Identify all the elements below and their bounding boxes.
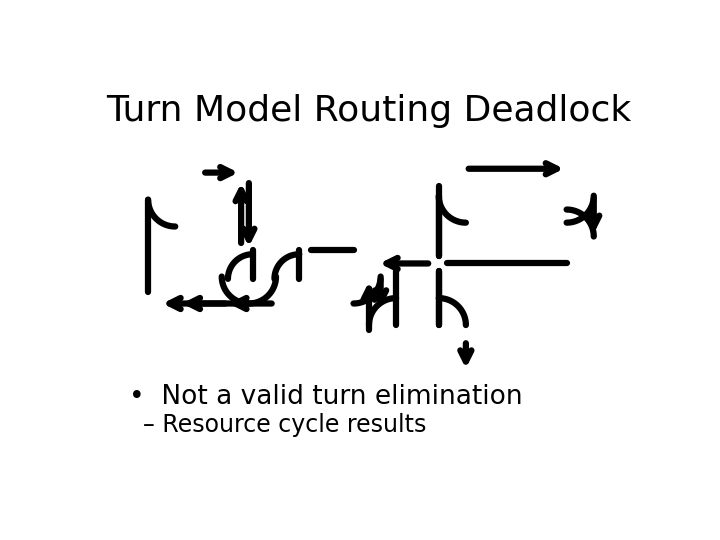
Text: – Resource cycle results: – Resource cycle results — [143, 413, 426, 437]
Text: •  Not a valid turn elimination: • Not a valid turn elimination — [129, 384, 523, 410]
Text: Turn Model Routing Deadlock: Turn Model Routing Deadlock — [107, 94, 631, 128]
